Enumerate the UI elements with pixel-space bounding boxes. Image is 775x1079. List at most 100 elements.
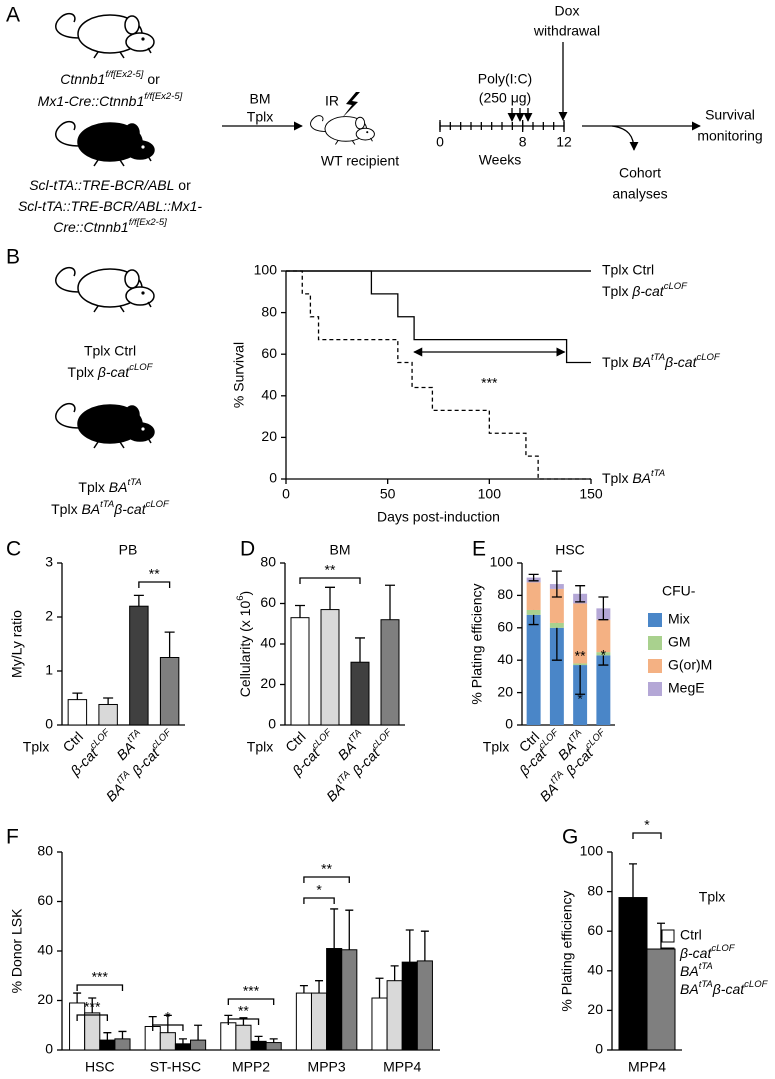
bar: [114, 1038, 131, 1051]
bar: [99, 1039, 116, 1051]
text-part: or: [174, 177, 191, 193]
x-tick-label: BAtTA β-catcLOF: [101, 726, 179, 804]
mouse-ear: [124, 123, 140, 143]
mouse-eye: [366, 131, 369, 134]
text-part: tTA: [699, 979, 713, 990]
legend-title: CFU-: [662, 583, 696, 599]
y-tick-label: 2: [45, 608, 53, 624]
text-part: cLOF: [129, 362, 153, 373]
y-tick-label: 3: [45, 554, 53, 570]
y-tick-label: 80: [497, 586, 513, 602]
y-tick-label: 40: [261, 387, 277, 403]
y-axis-label: % Donor LSK: [9, 908, 25, 993]
step-label: Tplx: [247, 109, 273, 125]
error-bar: [551, 627, 562, 661]
text-part: BA: [81, 501, 100, 517]
y-tick-label: 40: [260, 635, 276, 651]
timeline-tick-label: 0: [436, 134, 444, 150]
y-tick-label: 80: [587, 882, 603, 898]
mouse-tail: [55, 266, 81, 293]
series-label: Tplx BAtTAβ-catcLOF: [602, 352, 721, 370]
significance-bracket: [632, 832, 662, 839]
mouse-eye: [141, 37, 145, 41]
text-part: Ctnnb1: [60, 71, 105, 87]
mouse-tail: [310, 115, 327, 132]
y-tick-label: 100: [254, 262, 278, 278]
text-part: cLOF: [744, 979, 768, 990]
legend-label: β-catcLOF: [679, 943, 736, 961]
bar: [326, 948, 343, 1051]
step-label: BM: [250, 91, 271, 107]
significance-bracket: [299, 577, 361, 584]
error-bar: [299, 985, 308, 994]
legend-swatch: [648, 659, 662, 673]
error-bar: [575, 665, 586, 695]
text-part: BA: [109, 479, 128, 495]
timeline-tick-label: 12: [556, 134, 572, 150]
survival-line: [286, 270, 591, 480]
mouse-label: Tplx β-catcLOF: [68, 362, 154, 380]
chart-title: HSC: [555, 542, 585, 558]
step-label: monitoring: [697, 128, 762, 144]
x-tick-label: MPP3: [308, 1059, 346, 1075]
bar-segment: [573, 665, 588, 725]
error-bar: [103, 1032, 112, 1041]
genotype: Scl-tTA::TRE-BCR/ABL::Mx1-: [18, 198, 202, 214]
y-tick-label: 0: [595, 1041, 603, 1057]
text-part: Tplx: [78, 479, 108, 495]
y-tick-label: 20: [261, 428, 277, 444]
text-part: BA: [680, 981, 699, 997]
y-axis-label: % Plating efficiency: [469, 583, 485, 704]
legend-label: BAtTAβ-catcLOF: [680, 979, 769, 997]
significance-bracket: [227, 998, 275, 1005]
significance-bracket: [152, 1024, 184, 1031]
step-label: Dox: [555, 3, 580, 19]
y-tick-label: 0: [269, 470, 277, 486]
mouse-feet: [93, 301, 152, 313]
mouse-icon: [310, 115, 375, 145]
y-tick-label: 0: [268, 716, 276, 732]
bar: [416, 960, 433, 1051]
bar: [341, 949, 358, 1051]
error-bar: [315, 980, 324, 994]
error-bar: [528, 577, 539, 582]
x-tick-label: 150: [579, 486, 603, 502]
bar-segment: [573, 603, 588, 664]
mouse-eye: [141, 427, 145, 431]
series-label: Tplx Ctrl: [602, 262, 654, 278]
bar-segment: [549, 627, 564, 725]
significance-bracket: [303, 876, 350, 883]
x-tick-label: ST-HSC: [150, 1059, 201, 1075]
significance-label: ***: [243, 983, 260, 999]
significance-bracket: [227, 1018, 260, 1025]
error-bar: [330, 908, 339, 949]
error-bar: [133, 594, 144, 607]
step-label: Survival: [705, 107, 755, 123]
text-part: Tplx: [51, 501, 81, 517]
y-axis-label: Cellularity (x 106): [235, 591, 253, 697]
bar: [401, 961, 418, 1051]
x-tick-label: 100: [478, 486, 502, 502]
text-part: cLOF: [711, 943, 735, 954]
x-tick-label: HSC: [85, 1059, 115, 1075]
mouse-ear: [124, 269, 140, 289]
bar: [84, 1012, 101, 1051]
panel-label: C: [6, 538, 21, 561]
error-bar: [194, 1024, 203, 1041]
error-bar: [598, 655, 609, 666]
error-bar: [405, 929, 414, 963]
error-bar: [254, 1035, 263, 1042]
panel-label: D: [240, 538, 255, 561]
error-bar: [164, 631, 175, 658]
error-bar: [73, 992, 82, 1003]
mouse-feet: [93, 47, 152, 59]
series-label: Tplx BAtTA: [602, 468, 665, 486]
bar-segment: [596, 652, 611, 656]
bar: [190, 1039, 207, 1051]
text-part: Scl-tTA::TRE-BCR/ABL::Mx1-: [18, 198, 202, 214]
bar: [320, 609, 340, 726]
mouse-ear: [124, 15, 140, 35]
x-tick-label: MPP4: [383, 1059, 421, 1075]
text-part: cLOF: [149, 726, 174, 751]
legend-label: Ctrl: [680, 927, 702, 943]
